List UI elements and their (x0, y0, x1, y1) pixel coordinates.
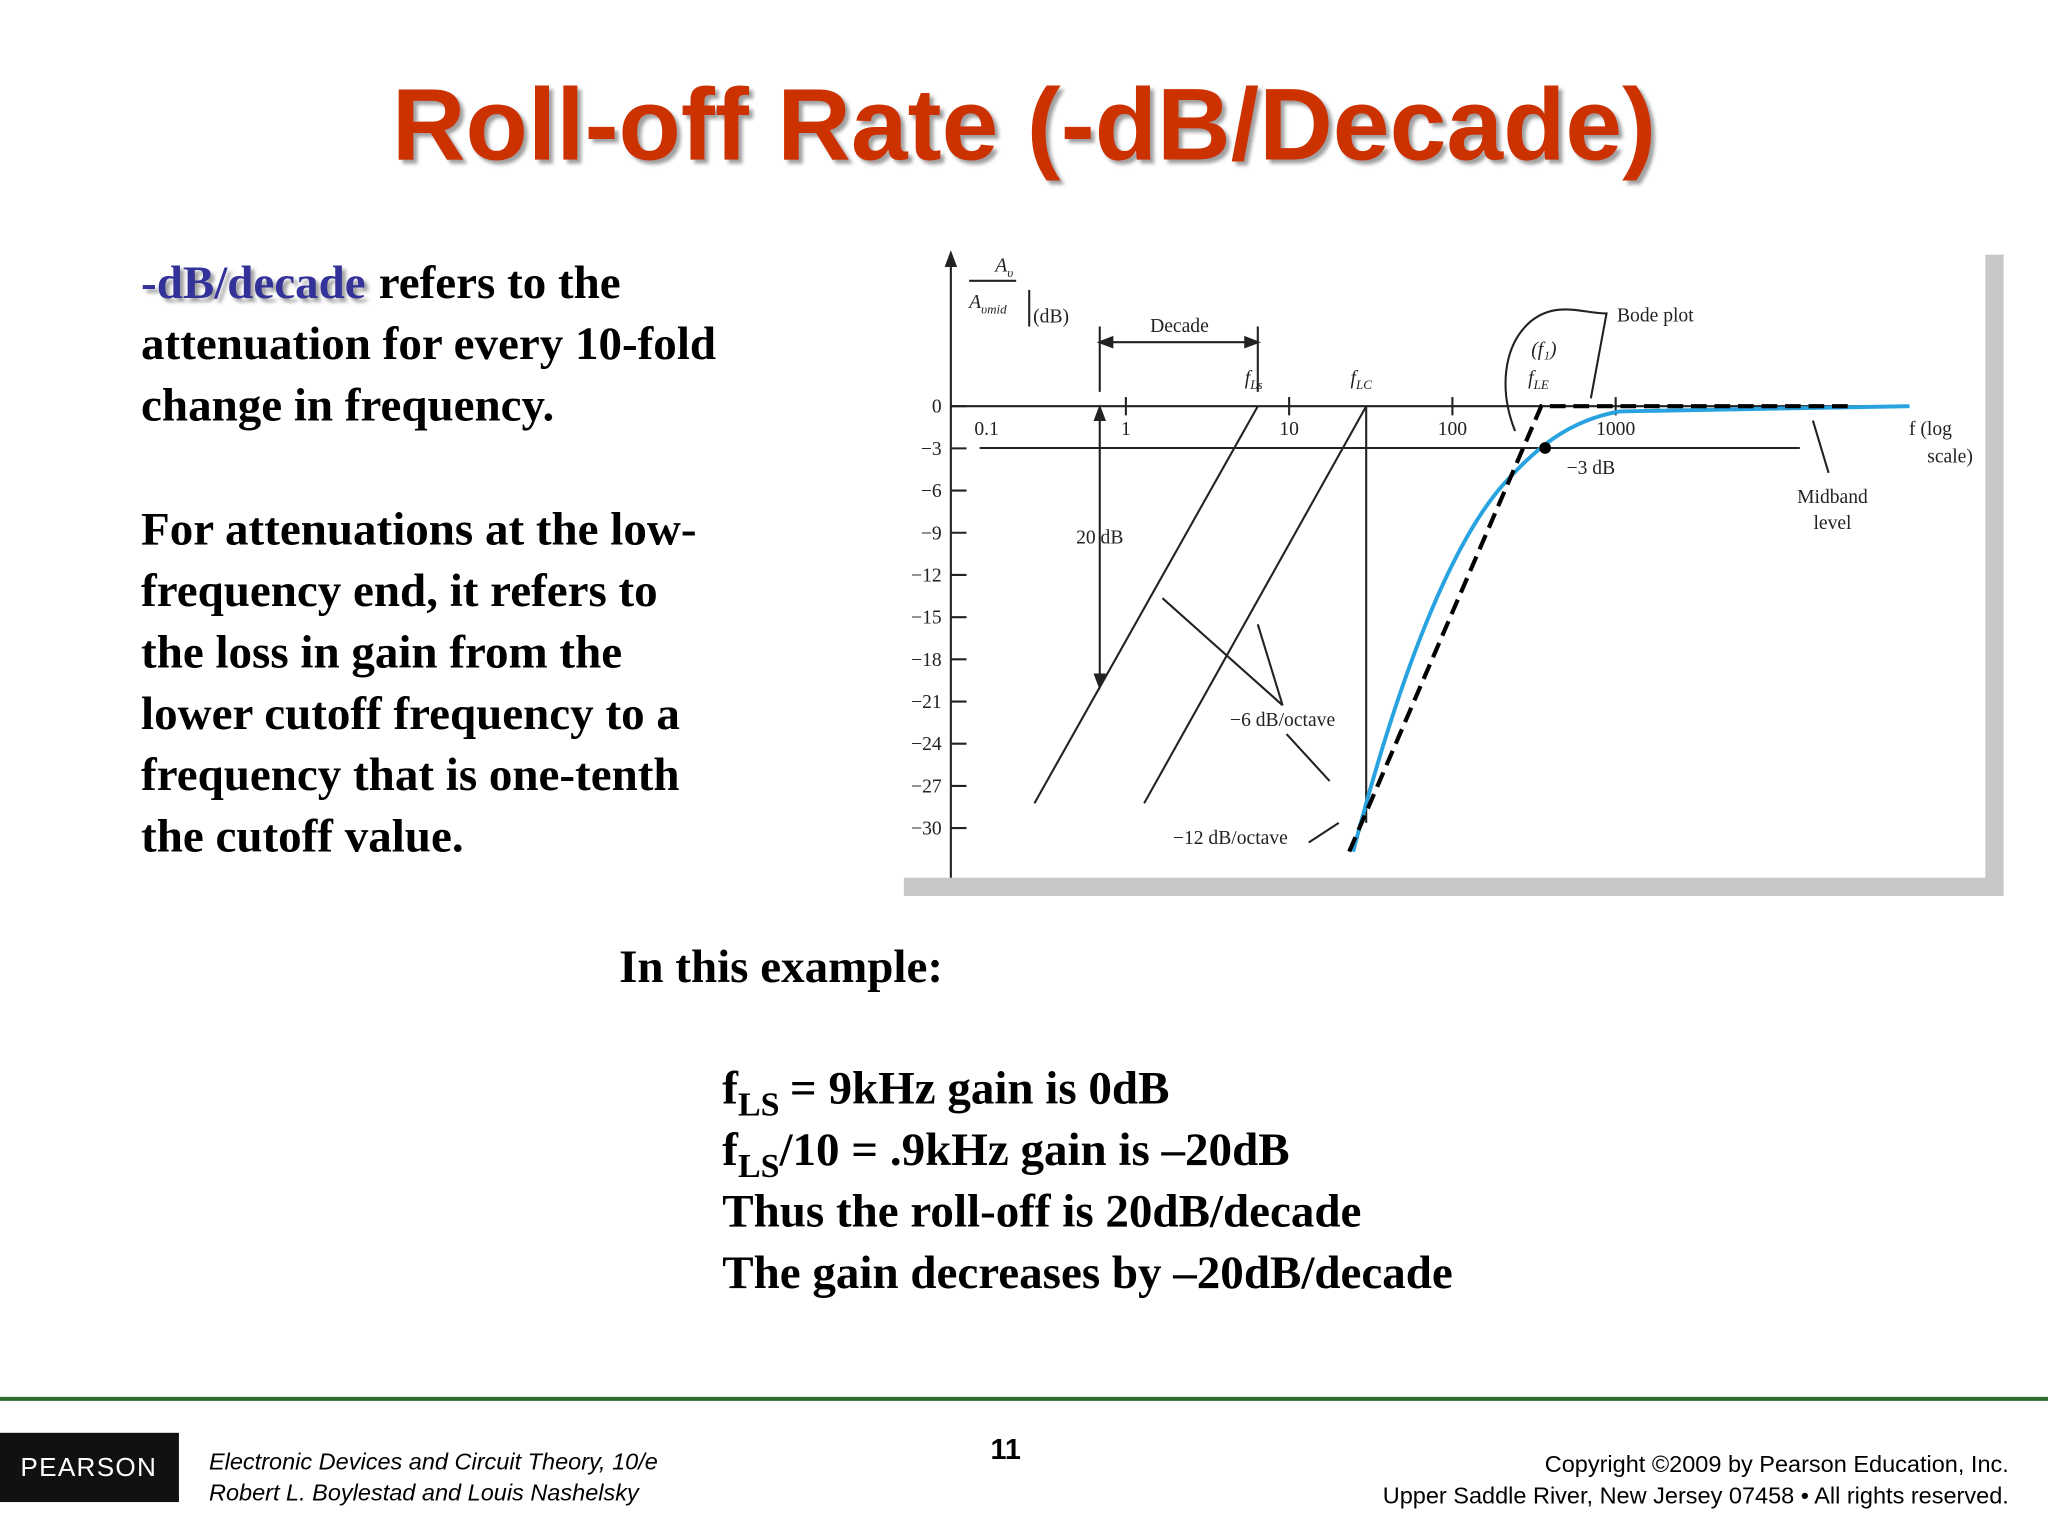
slope-line (1033, 405, 1259, 804)
cutoff-point (1539, 442, 1552, 454)
t: LS (738, 1086, 780, 1123)
y-label-unit: (dB) (1033, 307, 1069, 328)
y-tick-label: −18 (911, 650, 942, 671)
y-tick-label: −30 (911, 819, 942, 840)
bode-asymptote (1347, 404, 1855, 853)
footer-copyright: Upper Saddle River, New Jersey 07458 • A… (1383, 1482, 2009, 1508)
callout (1161, 597, 1284, 707)
decade-label: Decade (1150, 316, 1209, 337)
x-tick-label: 0.1 (974, 419, 998, 440)
x-tick-label: 1000 (1596, 419, 1635, 440)
callout (1811, 420, 1830, 474)
x-tick-label: 1 (1121, 419, 1131, 440)
y-tick-label: −21 (911, 692, 942, 713)
footer-copyright: Copyright ©2009 by Pearson Education, In… (1545, 1451, 2009, 1477)
paragraph-line: -dB/decade refers to the (141, 257, 621, 309)
t: f (1351, 368, 1359, 389)
y-ticks: 0 −3 −6 −9 −12 −15 −18 −21 −24 −27 −30 (911, 397, 967, 840)
t: /10 = .9kHz gain is –20dB (778, 1124, 1289, 1176)
t: LS (738, 1148, 780, 1185)
figure-frame (903, 254, 1986, 878)
y-tick-label: −27 (911, 776, 942, 797)
y-tick-label: −24 (911, 734, 942, 755)
page-number: 11 (991, 1434, 1021, 1466)
t: A (993, 256, 1008, 277)
slide-title: Roll-off Rate (-dB/Decade) (392, 67, 1656, 181)
footer-book: Electronic Devices and Circuit Theory, 1… (209, 1448, 658, 1474)
paragraph-line: frequency end, it refers to (141, 565, 658, 617)
example-heading: In this example: (619, 941, 943, 993)
y-label: Aυ (993, 256, 1013, 280)
actual-response (1351, 404, 1910, 853)
paragraph-line: the loss in gain from the (141, 626, 622, 678)
callout (1308, 821, 1340, 844)
callout (1285, 733, 1331, 782)
paragraph-line: the cutoff value. (141, 811, 464, 863)
midband-label: level (1813, 513, 1852, 534)
footer-book: Robert L. Boylestad and Louis Nashelsky (209, 1480, 640, 1506)
t: Ls (1249, 377, 1262, 392)
paragraph-line: frequency that is one-tenth (141, 749, 679, 801)
paragraph-line: change in frequency. (141, 380, 554, 432)
x-ticks: 0.1 1 10 100 1000 (974, 397, 1635, 440)
x-tick-label: 100 (1438, 419, 1468, 440)
twenty-db-label: 20 dB (1076, 527, 1123, 548)
t: f (722, 1063, 739, 1115)
frame-shadow (903, 877, 2004, 896)
frame-shadow (1985, 254, 2004, 897)
flc-label: fLC (1351, 368, 1373, 392)
six-db-label: −6 dB/octave (1230, 710, 1335, 731)
example-line: Thus the roll-off is 20dB/decade (722, 1185, 1361, 1237)
callout (1504, 308, 1608, 432)
t: LE (1533, 377, 1549, 392)
y-tick-label: −12 (911, 565, 942, 586)
t: υ (1007, 265, 1013, 280)
t: f (1528, 368, 1536, 389)
paragraph-line: attenuation for every 10-fold (141, 318, 716, 370)
slope-line (1143, 405, 1368, 804)
t: f (1245, 368, 1253, 389)
y-tick-label: −15 (911, 608, 942, 629)
example-line: fLS = 9kHz gain is 0dB (722, 1063, 1169, 1124)
x-label: f (log (1909, 419, 1952, 440)
paragraph-line: For attenuations at the low- (141, 504, 696, 556)
minus3db-label: −3 dB (1567, 458, 1616, 479)
y-tick-label: −6 (921, 481, 942, 502)
fls-label: fLs (1245, 368, 1263, 392)
midband-label: Midband (1797, 487, 1868, 508)
paragraph: For attenuations at the low-frequency en… (141, 504, 696, 863)
logo-box (0, 1432, 179, 1503)
example-line: The gain decreases by –20dB/decade (722, 1247, 1453, 1299)
t: = 9kHz gain is 0dB (790, 1063, 1169, 1115)
y-tick-label: 0 (932, 397, 942, 418)
x-label: scale) (1927, 446, 1973, 467)
y-tick-label: −3 (921, 439, 942, 460)
paragraph-line: lower cutoff frequency to a (141, 688, 680, 740)
twelve-db-label: −12 dB/octave (1173, 828, 1288, 849)
example-line: fLS/10 = .9kHz gain is –20dB (722, 1124, 1289, 1185)
term: -dB/decade (141, 257, 366, 309)
t: LC (1355, 377, 1372, 392)
x-tick-label: 10 (1279, 419, 1299, 440)
text: refers to the (379, 257, 621, 309)
t: A (967, 292, 982, 313)
y-tick-label: −9 (921, 523, 942, 544)
y-label: Aυmid (967, 292, 1007, 316)
bode-plot-label: Bode plot (1617, 305, 1694, 326)
t: f (722, 1124, 739, 1176)
logo: PEARSON (20, 1452, 157, 1482)
t: υmid (981, 301, 1007, 316)
fle-label: fLE (1528, 368, 1549, 392)
bode-figure: 0.1 1 10 100 1000 0 −3 −6 −9 −12 −15 −18 −21 −24 −27 −… (903, 250, 2004, 897)
f1-label: (f₁) (1531, 339, 1556, 360)
callout (1256, 624, 1284, 706)
